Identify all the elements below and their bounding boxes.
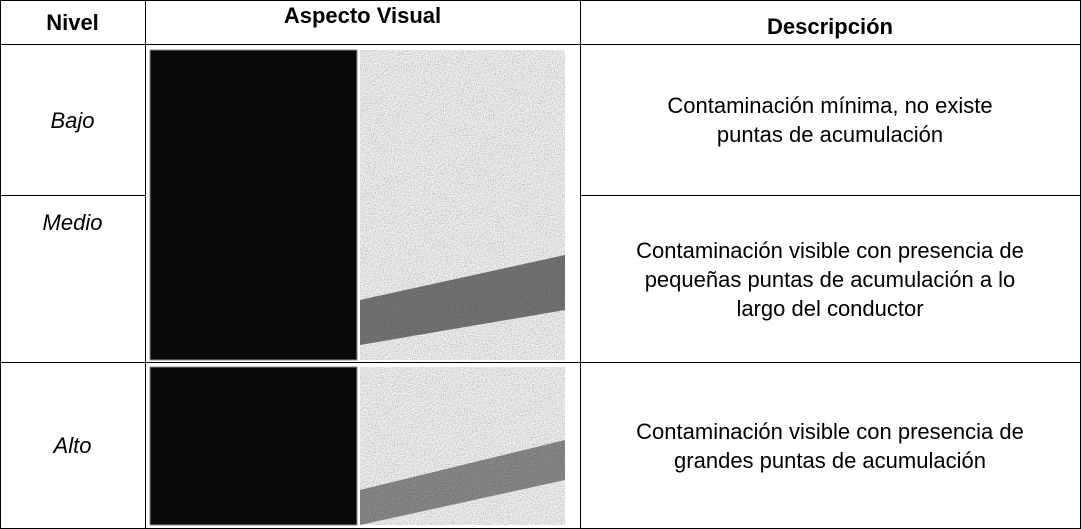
border — [145, 0, 146, 529]
border — [0, 0, 1081, 1]
description-line: largo del conductor — [736, 295, 924, 321]
photo-conductor — [360, 255, 565, 345]
description-line: Contaminación visible con presencia de — [636, 418, 1024, 444]
border — [0, 362, 1081, 363]
description-cell: Contaminación visible con presencia de gr… — [580, 363, 1080, 528]
description-cell: Contaminación mínima, no existe puntas de… — [580, 45, 1080, 195]
border — [0, 0, 1, 529]
border — [0, 44, 1081, 45]
photo-dark — [149, 49, 358, 361]
level-cell: Alto — [53, 433, 92, 458]
photo-conductor — [360, 440, 565, 525]
level-cell: Medio — [42, 210, 103, 235]
description-cell: Contaminación visible con presencia de pe… — [580, 196, 1080, 362]
level-cell: Bajo — [50, 107, 95, 133]
photo-dark — [149, 366, 358, 526]
border — [0, 195, 145, 196]
header-cell: Descripción — [767, 13, 893, 39]
border — [580, 195, 1081, 196]
description-line: Contaminación visible con presencia de — [636, 237, 1024, 263]
description-line: Contaminación mínima, no existe — [667, 93, 993, 118]
description-line: puntas de acumulación — [716, 122, 944, 147]
header-cell: Nivel — [46, 9, 99, 35]
description-line: pequeñas puntas de acumulación a lo — [644, 266, 1016, 292]
border — [580, 0, 581, 529]
description-line: grandes puntas de acumulación — [674, 447, 986, 473]
header-cell: Aspecto Visual — [283, 2, 442, 28]
